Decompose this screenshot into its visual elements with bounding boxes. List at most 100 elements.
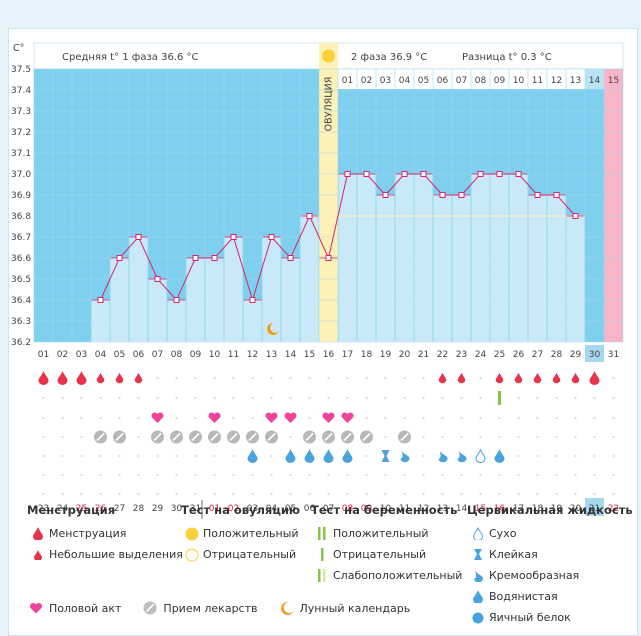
calendar-date: 09 xyxy=(361,504,373,514)
temperature-bar xyxy=(471,174,490,342)
temperature-point xyxy=(287,255,294,261)
phase2-day-label: 04 xyxy=(399,76,411,86)
legend-lunar-label: Лунный календарь xyxy=(299,601,411,615)
placeholder-dot xyxy=(80,492,83,496)
calendar-date: 17 xyxy=(513,504,524,514)
cycle-day-label: 13 xyxy=(266,350,277,360)
placeholder-dot xyxy=(156,454,159,458)
calendar-date: 20 xyxy=(570,504,582,514)
placeholder-dot xyxy=(384,492,387,496)
pill-icon-line xyxy=(172,432,181,442)
placeholder-dot xyxy=(99,416,102,420)
calendar-date: 19 xyxy=(551,504,563,514)
temperature-point xyxy=(211,255,218,261)
placeholder-dot xyxy=(213,396,216,400)
placeholder-dot xyxy=(365,376,368,380)
placeholder-dot xyxy=(536,396,539,400)
placeholder-dot xyxy=(422,376,425,380)
cycle-day-label: 02 xyxy=(57,350,68,360)
temperature-point xyxy=(515,171,522,177)
temperature-bar xyxy=(148,279,167,342)
spotting-drop-icon xyxy=(514,372,523,384)
placeholder-dot xyxy=(517,416,520,420)
temperature-bar xyxy=(300,216,319,342)
heart-icon xyxy=(265,412,278,423)
placeholder-dot xyxy=(80,416,83,420)
pregtest-negative-icon xyxy=(311,548,333,561)
placeholder-dot xyxy=(593,492,596,496)
placeholder-dot xyxy=(289,435,292,439)
placeholder-dot xyxy=(365,396,368,400)
legend-menstruation: Менструация Менструация Небольшие выделе… xyxy=(27,503,183,565)
legend-eggwhite-label: Яичный белок xyxy=(489,611,571,624)
spotting-drop-icon xyxy=(96,372,105,384)
calendar-date: 03 xyxy=(247,504,258,514)
temperature-bar xyxy=(452,195,471,342)
placeholder-dot xyxy=(384,416,387,420)
temperature-bar xyxy=(566,216,585,342)
temperature-point xyxy=(553,192,560,198)
temp-difference: Разница t° 0.3 °C xyxy=(462,52,552,63)
placeholder-dot xyxy=(574,492,577,496)
calendar-date: 10 xyxy=(380,504,392,514)
temperature-bar xyxy=(395,174,414,342)
calendar-date: 27 xyxy=(114,504,125,514)
temperature-point xyxy=(192,255,199,261)
placeholder-dot xyxy=(232,492,235,496)
placeholder-dot xyxy=(289,492,292,496)
placeholder-dot xyxy=(175,473,178,477)
phase2-day-strip xyxy=(338,69,623,89)
placeholder-dot xyxy=(42,454,45,458)
placeholder-dot xyxy=(555,396,558,400)
cycle-day-label: 05 xyxy=(114,350,125,360)
temperature-bar xyxy=(509,174,528,342)
temperature-bar xyxy=(357,174,376,342)
placeholder-dot xyxy=(593,454,596,458)
cycle-day-label: 21 xyxy=(418,350,429,360)
phase2-day-label: 11 xyxy=(532,76,543,86)
temperature-point xyxy=(97,297,104,303)
menstruation-drop-icon xyxy=(38,371,49,385)
placeholder-dot xyxy=(61,473,64,477)
cycle-day-label: 24 xyxy=(475,350,487,360)
phase2-day-label: 02 xyxy=(361,76,372,86)
current-day-highlight xyxy=(585,345,604,362)
temperature-bar xyxy=(167,300,186,342)
placeholder-dot xyxy=(327,396,330,400)
placeholder-dot xyxy=(61,396,64,400)
temperature-point xyxy=(116,255,123,261)
placeholder-dot xyxy=(232,416,235,420)
placeholder-dot xyxy=(61,454,64,458)
y-tick-label: 37.5 xyxy=(11,65,31,75)
pill-icon-line xyxy=(267,432,276,442)
placeholder-dot xyxy=(194,492,197,496)
temperature-point xyxy=(230,234,237,240)
placeholder-dot xyxy=(346,492,349,496)
cycle-day-label: 25 xyxy=(494,350,505,360)
placeholder-dot xyxy=(99,473,102,477)
calendar-date: 16 xyxy=(494,504,506,514)
placeholder-dot xyxy=(365,492,368,496)
calendar-date: 30 xyxy=(171,504,183,514)
placeholder-dot xyxy=(536,473,539,477)
calendar-date: 31 xyxy=(190,504,201,514)
placeholder-dot xyxy=(118,416,121,420)
placeholder-dot xyxy=(574,416,577,420)
placeholder-dot xyxy=(308,473,311,477)
pill-icon-line xyxy=(362,432,371,442)
temperature-bar xyxy=(129,237,148,342)
placeholder-dot xyxy=(308,396,311,400)
placeholder-dot xyxy=(593,416,596,420)
phase2-day-label: 08 xyxy=(475,76,487,86)
pill-icon-line xyxy=(343,432,352,442)
calendar-date: 08 xyxy=(342,504,354,514)
temperature-point xyxy=(173,297,180,303)
temperature-point xyxy=(496,171,503,177)
placeholder-dot xyxy=(42,435,45,439)
placeholder-dot xyxy=(555,492,558,496)
y-tick-label: 37.3 xyxy=(11,107,31,117)
placeholder-dot xyxy=(213,454,216,458)
cycle-day-label: 07 xyxy=(152,350,163,360)
placeholder-dot xyxy=(422,435,425,439)
temperature-point xyxy=(268,234,275,240)
